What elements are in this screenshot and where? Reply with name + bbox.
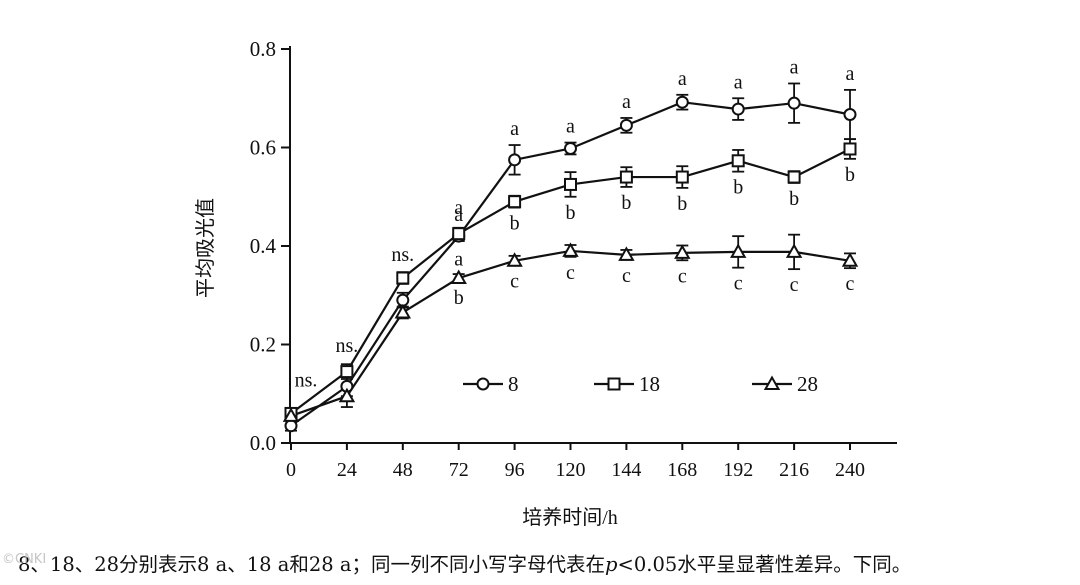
data-point-18 [731, 154, 745, 168]
significance-letter: a [566, 116, 575, 138]
x-tick-label: 48 [393, 459, 413, 481]
legend: 8 18 28 [463, 372, 818, 396]
data-point-18 [619, 170, 633, 184]
significance-letter: c [622, 265, 631, 287]
significance-letter: a [678, 68, 687, 90]
y-tick-label: 0.0 [250, 431, 276, 455]
data-point-28 [450, 269, 467, 285]
data-point-28 [729, 243, 747, 258]
significance-letter: c [678, 265, 687, 287]
legend-marker-18 [607, 377, 621, 391]
data-point-18 [564, 177, 577, 191]
significance-letter: c [566, 262, 575, 284]
significance-letter: a [790, 56, 799, 78]
significance-letter: c [846, 273, 855, 295]
x-tick-label: 216 [779, 459, 809, 481]
x-tick-label: 0 [286, 459, 296, 481]
legend-marker-28 [763, 375, 781, 390]
data-point-28 [785, 243, 803, 258]
x-tick-label: 144 [611, 459, 641, 481]
data-point-8 [787, 96, 801, 110]
caption-p-symbol: p [605, 553, 618, 576]
significance-letter: c [734, 273, 743, 295]
annotation-label: a [454, 197, 463, 219]
watermark: ©CNKI [2, 552, 47, 567]
significance-letter: b [789, 188, 799, 210]
legend-label-28: 28 [797, 372, 818, 396]
data-point-18 [787, 170, 801, 184]
significance-letter: b [510, 213, 520, 235]
data-point-28 [394, 303, 412, 319]
x-tick-label: 240 [835, 459, 865, 481]
legend-marker-8 [476, 377, 490, 391]
data-point-8 [619, 118, 633, 132]
data-point-8 [564, 141, 577, 155]
data-point-28 [338, 387, 356, 403]
data-point-8 [675, 95, 689, 109]
significance-letter: b [845, 164, 855, 186]
significance-letter: b [677, 193, 687, 215]
significance-letter: b [733, 177, 743, 199]
x-axis-label: 培养时间/h [522, 506, 618, 529]
significance-letter: a [846, 63, 855, 85]
annotation-label: ns. [336, 335, 359, 357]
data-point-28 [562, 242, 579, 257]
data-point-28 [282, 407, 300, 422]
data-point-18 [843, 142, 857, 156]
y-tick-label: 0.8 [250, 37, 276, 61]
x-tick-label: 72 [449, 459, 469, 481]
data-point-28 [506, 252, 523, 267]
x-tick-label: 168 [667, 459, 697, 481]
data-point-18 [508, 195, 522, 209]
x-tick-label: 24 [337, 459, 357, 481]
legend-label-18: 18 [639, 372, 660, 396]
line-chart: 0.0 0.2 0.4 0.6 0.8 0 24 48 72 96 120 144 168 192 216 2… [194, 37, 897, 529]
x-tick-label: 96 [505, 459, 525, 481]
data-point-8 [731, 102, 745, 116]
y-tick-label: 0.6 [250, 136, 276, 160]
caption-suffix: <0.05水平呈显著性差异。下同。 [617, 553, 912, 576]
data-point-18 [396, 271, 410, 285]
figure-caption: 8、18、28分别表示8 a、18 a和28 a；同一列不同小写字母代表在p<0… [18, 548, 1073, 577]
annotation-label: ns. [391, 244, 414, 266]
y-tick-label: 0.2 [250, 333, 276, 357]
significance-letter: c [510, 271, 519, 293]
data-point-18 [452, 227, 466, 241]
caption-prefix: 8、18、28分别表示8 a、18 a和28 a；同一列不同小写字母代表在 [18, 553, 606, 576]
data-point-8 [843, 108, 857, 122]
x-tick-label: 120 [556, 459, 586, 481]
data-point-28 [674, 244, 691, 259]
significance-letter: b [566, 202, 576, 224]
annotation-label: ns. [295, 369, 318, 391]
significance-letter: a [454, 204, 463, 226]
significance-letter: a [510, 118, 519, 140]
x-tick-label: 192 [723, 459, 753, 481]
significance-letter: a [734, 71, 743, 93]
data-point-28 [618, 246, 635, 261]
data-point-18 [340, 365, 354, 379]
data-point-28 [841, 252, 859, 267]
data-point-18 [675, 170, 689, 184]
significance-letter: b [454, 287, 464, 309]
significance-letter: c [790, 274, 799, 296]
data-point-8 [508, 153, 522, 167]
legend-label-8: 8 [508, 372, 519, 396]
annotation-label: a [454, 249, 463, 271]
axes: 0.0 0.2 0.4 0.6 0.8 0 24 48 72 96 120 144 168 192 216 2… [250, 37, 897, 481]
data-markers [282, 95, 859, 433]
y-tick-label: 0.4 [250, 234, 277, 258]
significance-letter: b [621, 192, 631, 214]
y-axis-label: 平均吸光值 [194, 198, 217, 298]
significance-letter: a [622, 91, 631, 113]
